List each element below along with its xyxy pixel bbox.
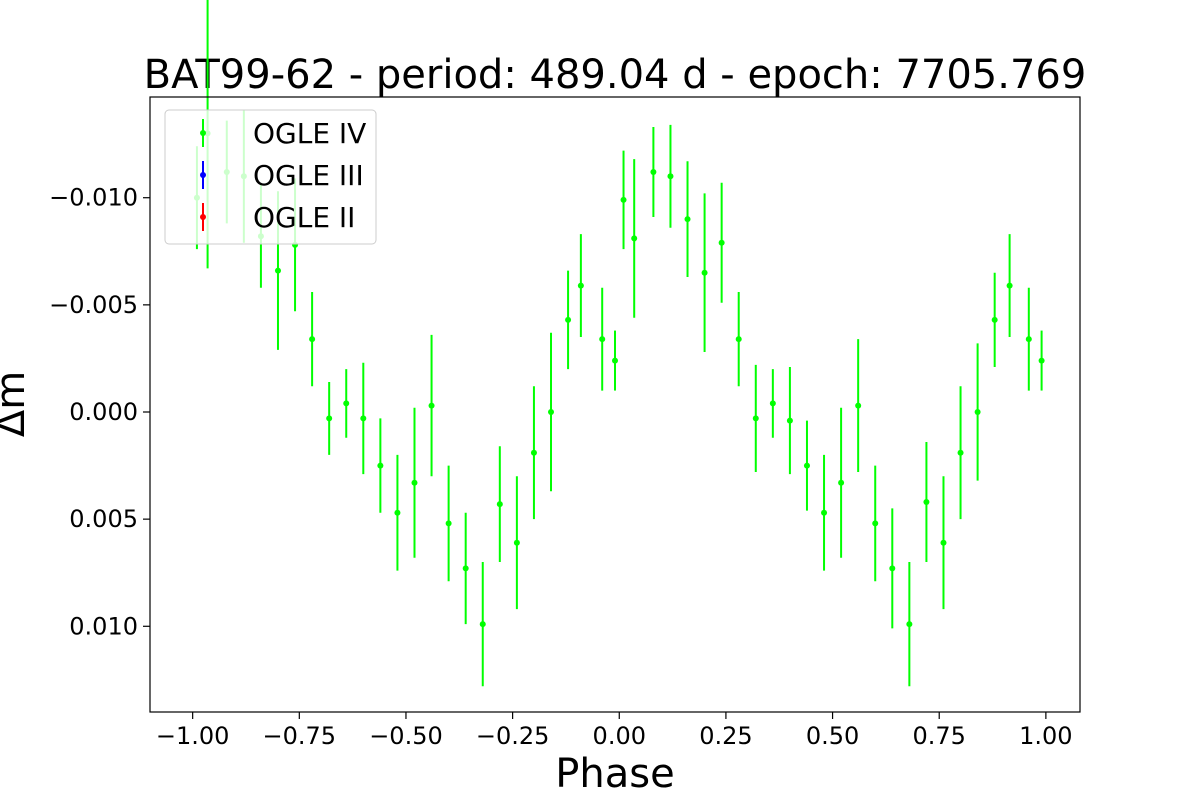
data-point bbox=[599, 336, 606, 343]
data-point bbox=[940, 539, 947, 546]
data-point bbox=[872, 520, 879, 527]
data-point bbox=[326, 415, 333, 422]
data-point bbox=[650, 169, 657, 175]
legend-label: OGLE IV bbox=[253, 117, 366, 150]
data-point bbox=[1038, 357, 1045, 364]
data-point bbox=[684, 216, 691, 223]
x-tick-label: −0.25 bbox=[476, 722, 550, 750]
y-tick-label: 0.005 bbox=[69, 505, 138, 533]
data-point bbox=[309, 336, 316, 343]
y-tick-label: −0.005 bbox=[49, 291, 138, 319]
data-point bbox=[855, 402, 862, 409]
data-point bbox=[530, 449, 537, 456]
plot-frame bbox=[149, 96, 1081, 713]
y-tick-label: −0.010 bbox=[49, 184, 138, 212]
data-point bbox=[821, 509, 828, 516]
data-point bbox=[631, 235, 638, 242]
chart-title: BAT99-62 - period: 489.04 d - epoch: 770… bbox=[144, 52, 1087, 98]
x-axis: −1.00 −0.75 −0.50 −0.25 0.00 0.25 0.50 0.75 1.00 bbox=[156, 712, 1073, 750]
data-point bbox=[445, 520, 452, 527]
y-tick-label: 0.000 bbox=[69, 398, 138, 426]
data-point bbox=[548, 409, 555, 415]
data-point bbox=[377, 462, 384, 469]
data-point bbox=[718, 239, 725, 246]
x-tick-label: 0.25 bbox=[699, 722, 752, 750]
x-axis-label: Phase bbox=[555, 751, 674, 797]
y-tick-label: 0.010 bbox=[69, 612, 138, 640]
x-tick-label: 0.50 bbox=[806, 722, 859, 750]
legend-marker-point bbox=[200, 130, 206, 136]
x-tick-label: 1.00 bbox=[1019, 722, 1072, 750]
data-point bbox=[957, 449, 964, 456]
data-point bbox=[923, 499, 930, 505]
y-axis: −0.010 −0.005 0.000 0.005 0.010 bbox=[49, 184, 150, 640]
data-point bbox=[991, 316, 998, 323]
data-point bbox=[343, 400, 350, 407]
legend-marker-point bbox=[200, 172, 206, 178]
legend-marker-point bbox=[200, 214, 206, 220]
data-point bbox=[411, 479, 418, 486]
data-point bbox=[752, 415, 759, 422]
data-point bbox=[394, 509, 401, 516]
data-point bbox=[577, 282, 584, 289]
data-point bbox=[786, 417, 793, 424]
data-point bbox=[565, 316, 572, 323]
x-tick-label: −0.50 bbox=[369, 722, 443, 750]
data-point bbox=[620, 196, 627, 203]
data-point bbox=[462, 565, 469, 572]
data-point bbox=[1025, 336, 1032, 343]
x-tick-label: 0.00 bbox=[593, 722, 646, 750]
data-point bbox=[274, 267, 281, 274]
x-tick-label: 0.75 bbox=[913, 722, 966, 750]
legend-box bbox=[164, 109, 377, 245]
data-point bbox=[513, 539, 520, 546]
data-marks bbox=[193, 0, 1045, 687]
x-tick-label: −0.75 bbox=[263, 722, 337, 750]
data-point bbox=[769, 400, 776, 407]
data-point bbox=[838, 479, 845, 486]
data-point bbox=[479, 621, 486, 628]
data-point bbox=[889, 565, 896, 572]
data-point bbox=[667, 173, 674, 180]
data-point bbox=[974, 409, 981, 415]
data-point bbox=[906, 621, 913, 628]
data-point bbox=[428, 402, 435, 409]
legend: OGLE IV OGLE III OGLE II bbox=[164, 109, 377, 245]
data-point bbox=[803, 462, 810, 469]
data-point bbox=[612, 357, 618, 364]
y-axis-label: Δm bbox=[0, 371, 34, 437]
data-point bbox=[701, 269, 708, 276]
legend-label: OGLE III bbox=[253, 159, 364, 192]
data-point bbox=[496, 501, 503, 508]
legend-label: OGLE II bbox=[253, 201, 355, 234]
data-point bbox=[1006, 282, 1013, 289]
data-point bbox=[735, 336, 742, 343]
data-point bbox=[360, 415, 367, 422]
x-tick-label: −1.00 bbox=[156, 722, 230, 750]
